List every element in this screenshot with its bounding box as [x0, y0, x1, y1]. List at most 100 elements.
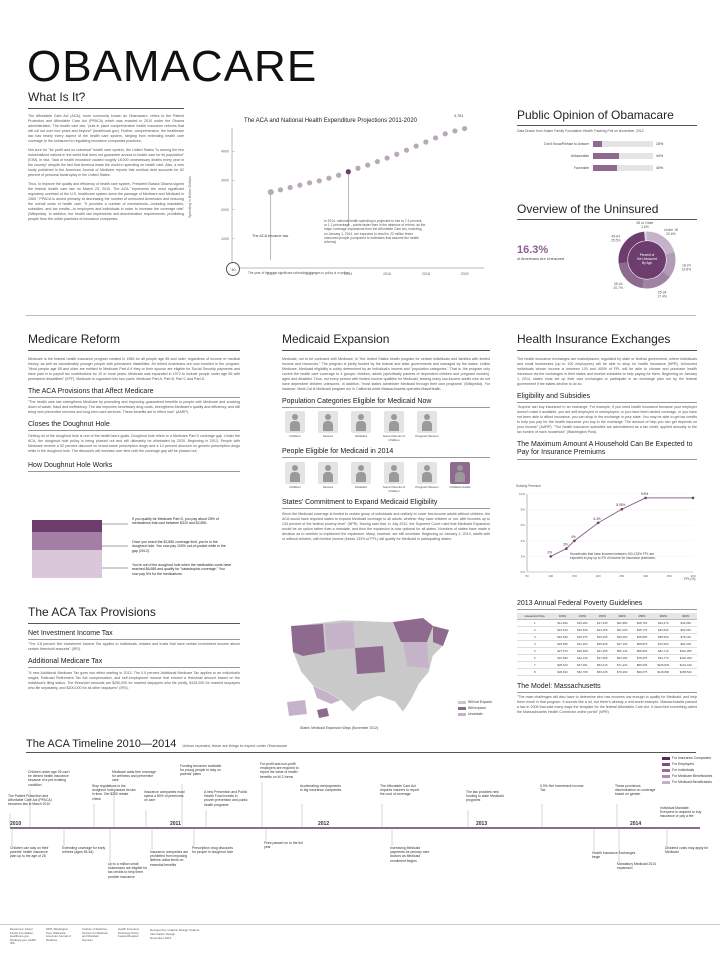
person-icon [351, 411, 371, 434]
data-point [326, 175, 332, 181]
timeline-legend-item: For Insurance Companies [662, 756, 712, 760]
how-doughnut-heading: How Doughnut Hole Works [28, 461, 113, 469]
people-icons-row: Children Seniors Disabled Some Parents of C… [282, 461, 490, 493]
start-badge: '10 [226, 262, 240, 276]
map-legend-swatch [458, 706, 466, 710]
divider [26, 752, 696, 753]
timeline-event: Dividend costs may apply for Medicaid [665, 846, 709, 855]
eligible-group: Seniors [315, 461, 341, 493]
nhe-chart-title: The ACA and National Health Expenditure … [244, 118, 418, 124]
data-point [423, 139, 429, 145]
max-amount-heading: The Maximum Amount A Household Can Be Ex… [517, 441, 693, 457]
donut-segment [642, 271, 670, 289]
eligible-group: Childless Adults [447, 461, 473, 493]
timeline-legend-label: For Insurance Companies [672, 756, 712, 760]
data-point [267, 189, 274, 196]
group-label: Pregnant Women [415, 484, 439, 489]
footer-column: Resources: Kaiser Family Foundation, Hea… [10, 927, 37, 946]
eligible-group: Children [282, 461, 308, 493]
timeline-legend-label: For Medicare Beneficiaries [672, 774, 713, 778]
fpl-header-cell: 250% [632, 612, 652, 620]
premium-point [573, 539, 576, 543]
y-tick-label: 4% [521, 539, 526, 543]
x-tick-label: 2012 [306, 272, 314, 276]
timeline-event: 0.9% Net Investment Income Tax [540, 784, 584, 793]
aca-became-law-label: The ACA became law [252, 234, 289, 238]
uninsured-pct: 16.3% [517, 244, 549, 256]
nhe-callout: In 2014, national health spending is pro… [324, 219, 426, 245]
uninsured-heading: Overview of the Uninsured [517, 202, 659, 216]
timeline-event: The Patient Protection and Affordable Ca… [8, 794, 52, 807]
timeline-event: Mandatory Medicaid 2014 expansion [617, 862, 657, 871]
exchanges-section: Health Insurance Exchanges The health in… [517, 332, 697, 460]
timeline-event: Medicare adds free coverage for wellness… [112, 770, 156, 783]
medicaid-heading: Medicaid Expansion [282, 332, 390, 346]
fpl-cell: $94,770 [652, 654, 675, 662]
timeline-legend-swatch [662, 774, 670, 778]
data-point [365, 162, 371, 168]
premium-point-label: 3% [563, 543, 568, 547]
person-icon [285, 461, 305, 484]
divider [28, 108, 184, 109]
public-opinion-heading: Public Opinion of Obamacare [517, 108, 674, 122]
timeline-event: Extending coverage for early retirees (a… [62, 846, 106, 855]
group-label: Seniors [322, 484, 334, 489]
divider [28, 470, 240, 472]
amt-text: "A new Additional Medicare Tax goes into… [28, 670, 240, 690]
person-icon-body [356, 421, 366, 432]
x-tick-label: 350 [667, 574, 672, 578]
person-icon-body [290, 421, 300, 432]
premium-ylabel: Subsidy Premium [516, 484, 541, 488]
fpl-cell: $42,015 [572, 654, 593, 662]
fpl-cell: $39,060 [612, 633, 633, 641]
provisions-heading: The ACA Provisions that Affect Medicare [28, 387, 154, 395]
divider [282, 457, 490, 458]
person-icon [417, 461, 437, 484]
model-heading: The Model: Massachusetts [517, 682, 601, 690]
divider [28, 430, 240, 431]
fpl-cell: $142,440 [674, 661, 697, 669]
person-icon-head [391, 414, 397, 421]
map-region-midatlantic [403, 642, 429, 668]
fpl-cell: 3 [517, 633, 553, 641]
fpl-cell: $17,235 [592, 619, 613, 627]
opinion-bar-row: Unfavorable 44% [517, 152, 697, 159]
divider [517, 609, 697, 610]
footer-divider [0, 924, 720, 925]
x-tick-label: 2010 [267, 272, 275, 276]
person-icon-body [455, 471, 465, 482]
person-icon-body [389, 421, 399, 432]
exchanges-intro: The health insurance exchanges are marke… [517, 356, 697, 386]
fpl-cell: $71,220 [612, 661, 633, 669]
data-point [403, 147, 410, 153]
premium-point [549, 555, 553, 558]
donut-segment-label: 35-44 20.7% [613, 282, 623, 290]
premium-point-label: 4% [571, 535, 576, 539]
map-legend-item: Will expand [458, 706, 492, 710]
opinion-bar-label: Favorable [573, 165, 589, 170]
premium-point-label: 8.05% [616, 503, 625, 507]
timeline-event: These provisions discrimination on cover… [615, 784, 656, 797]
fpl-cell: $45,960 [674, 619, 697, 627]
fpl-cell: $11,490 [552, 619, 573, 627]
what-is-it-section: What Is It? The Affordable Care Act (ACA… [28, 90, 184, 222]
eligible-group: Some Parents of Children [381, 461, 407, 493]
fpl-cell: $62,040 [674, 626, 697, 634]
donut-segment [618, 231, 646, 264]
divider [517, 691, 697, 693]
person-icon-body [290, 471, 300, 482]
fpl-cell: $35,610 [552, 661, 573, 669]
fpl-cell: $15,282 [572, 619, 593, 627]
y-tick-label: 10% [519, 492, 525, 496]
timeline-event: Insurance companies are prohibited from … [150, 850, 189, 867]
opinion-bar-value: 44% [656, 153, 664, 158]
opinion-bars: Don't Know/Refuse to Answer 15% Unfavorabl… [517, 140, 697, 171]
data-point [316, 178, 322, 184]
table-row: 5 $27,570 $36,668 $41,355 $55,140 $68,925 $82,… [517, 647, 697, 655]
map-legend-swatch [458, 712, 466, 716]
doughnut-step: If you qualify for Medicare Part D, you … [132, 517, 219, 526]
doughnut-heading: Closes the Doughnut Hole [28, 421, 110, 429]
person-icon-body [422, 471, 432, 482]
map-region-northeast [393, 618, 433, 642]
person-icon-body [356, 471, 366, 482]
